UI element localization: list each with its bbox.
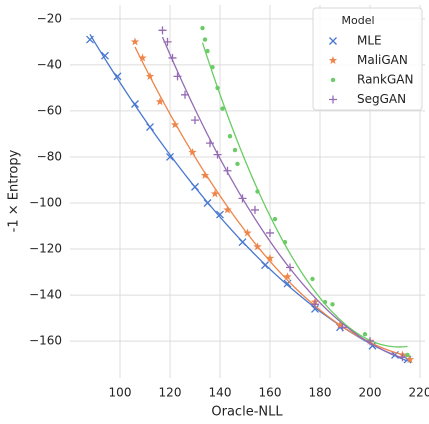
y-tick-label: −140 [29,288,62,302]
legend-marker [330,77,336,83]
marker-dot [310,276,315,282]
marker-star [200,170,210,179]
marker-dot [232,147,238,153]
marker-plus [173,72,182,81]
x-tick-label: 120 [159,386,182,400]
marker-x [131,100,139,108]
marker-dot [215,85,220,91]
y-tick-label: −100 [29,196,62,210]
marker-plus [163,37,172,46]
marker-plus [238,194,247,203]
marker-plus [311,300,319,309]
x-tick-label: 100 [109,386,132,400]
marker-star [405,355,415,364]
marker-plus [223,166,232,175]
marker-plus [213,150,222,159]
marker-dot [272,216,278,222]
y-tick-label: −160 [29,334,62,348]
marker-star [188,147,197,156]
marker-dot [200,25,205,31]
marker-plus [168,53,177,62]
y-tick-label: −60 [37,103,62,117]
marker-plus [181,90,189,99]
marker-star [138,53,147,62]
marker-dot [210,64,215,70]
legend-label: RankGAN [357,73,413,87]
legend-marker [329,95,337,104]
marker-x [86,35,94,44]
marker-dot [202,37,208,42]
marker-plus [206,139,214,148]
marker-plus [366,337,374,346]
y-tick-label: −40 [37,57,62,71]
marker-x [283,279,292,288]
marker-dot [330,302,335,307]
marker-star [145,71,155,80]
marker-plus [398,353,407,362]
marker-plus [251,205,259,214]
marker-dot [227,134,233,139]
marker-dot [362,332,368,337]
marker-dot [235,161,240,167]
marker-x [203,199,212,207]
x-tick-label: 180 [309,386,332,400]
legend-label: SegGAN [357,92,406,106]
x-tick-label: 160 [259,386,282,400]
fit-line [201,42,408,348]
x-tick-label: 140 [209,386,232,400]
marker-plus [266,228,274,237]
x-axis-label: Oracle-NLL [211,405,283,420]
marker-x [311,304,319,313]
legend-marker [329,37,337,45]
marker-x [113,72,122,81]
legend-marker [328,56,338,65]
marker-dot [205,48,210,54]
x-tick-label: 200 [359,386,382,400]
y-tick-label: −20 [37,11,62,25]
marker-dot [255,189,260,194]
marker-plus [158,26,167,35]
marker-star [265,253,275,262]
marker-dot [220,106,225,111]
legend-box [312,7,423,111]
marker-dot [282,239,288,245]
marker-plus [338,323,347,332]
marker-star [283,272,292,281]
marker-star [335,320,345,329]
marker-x [146,123,154,131]
marker-plus [286,263,294,272]
marker-x [166,153,174,161]
legend: Model MLE MaliGAN RankGAN SegGAN [312,7,423,111]
marker-star [170,120,180,129]
x-tick-label: 220 [409,386,429,400]
marker-star [253,242,262,251]
marker-star [223,205,232,214]
legend-title: Model [341,14,374,27]
marker-x [101,51,109,60]
marker-star [243,228,252,237]
marker-x [216,210,224,219]
marker-dot [405,352,410,358]
y-tick-label: −80 [37,149,62,163]
marker-x [261,261,269,270]
fit-line [161,36,403,359]
y-tick-label: −120 [29,242,62,256]
marker-star [130,37,140,46]
legend-label: MaliGAN [357,53,408,67]
marker-dot [322,299,328,305]
y-axis-label: -1 × Entropy [7,149,22,232]
marker-plus [191,116,199,125]
marker-star [210,189,220,198]
legend-label: MLE [357,34,382,48]
marker-x [238,238,247,247]
marker-x [191,182,199,191]
marker-star [155,97,165,106]
